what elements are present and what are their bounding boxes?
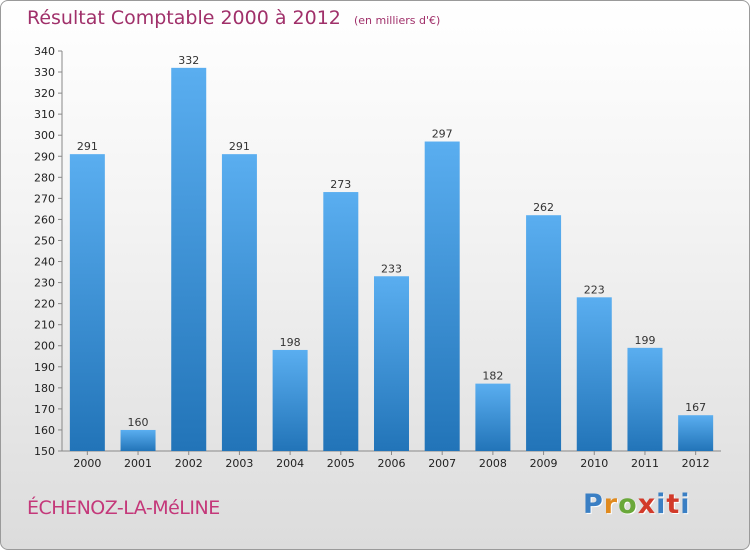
bar-value-label: 199 — [634, 334, 655, 347]
y-tick-label: 330 — [34, 66, 55, 79]
x-tick-label: 2006 — [378, 457, 406, 470]
bar — [323, 192, 359, 452]
bar-value-label: 160 — [128, 416, 149, 429]
bar — [120, 429, 156, 451]
logo-letter: x — [637, 489, 657, 520]
bar-value-label: 291 — [229, 140, 250, 153]
chart-title: Résultat Comptable 2000 à 2012 — [27, 7, 341, 29]
bar-value-label: 223 — [584, 283, 605, 296]
y-tick-label: 250 — [34, 234, 55, 247]
bar-value-label: 198 — [280, 336, 301, 349]
x-tick-label: 2001 — [124, 457, 152, 470]
x-tick-label: 2005 — [327, 457, 355, 470]
bar — [424, 141, 460, 452]
bar — [171, 67, 207, 451]
bar — [69, 154, 105, 451]
bar — [576, 297, 612, 451]
bar — [272, 349, 308, 451]
commune-name: ÉCHENOZ-LA-MéLINE — [27, 497, 220, 519]
y-tick-label: 270 — [34, 192, 55, 205]
bar-value-label: 332 — [178, 54, 199, 67]
x-tick-label: 2011 — [631, 457, 659, 470]
logo-letter: t — [666, 489, 681, 520]
x-tick-label: 2000 — [73, 457, 101, 470]
x-tick-label: 2009 — [530, 457, 558, 470]
x-tick-label: 2007 — [428, 457, 456, 470]
x-tick-label: 2003 — [225, 457, 253, 470]
y-tick-label: 190 — [34, 361, 55, 374]
y-tick-label: 230 — [34, 277, 55, 290]
bar-value-label: 233 — [381, 262, 402, 275]
y-tick-label: 290 — [34, 150, 55, 163]
bar-value-label: 182 — [482, 370, 503, 383]
logo-letter: i — [656, 489, 667, 520]
y-tick-label: 310 — [34, 108, 55, 121]
y-tick-label: 220 — [34, 298, 55, 311]
x-tick-label: 2010 — [580, 457, 608, 470]
y-tick-label: 180 — [34, 382, 55, 395]
chart-subtitle: (en milliers d'€) — [353, 14, 441, 27]
y-tick-label: 340 — [34, 45, 55, 58]
logo-letter: i — [680, 489, 691, 520]
y-tick-label: 200 — [34, 340, 55, 353]
bar — [678, 415, 714, 451]
bar-value-label: 297 — [432, 128, 453, 141]
bar-value-label: 291 — [77, 140, 98, 153]
bar-value-label: 262 — [533, 201, 554, 214]
x-tick-label: 2008 — [479, 457, 507, 470]
proxiti-logo[interactable]: Proxiti — [583, 489, 691, 520]
y-tick-label: 260 — [34, 213, 55, 226]
y-tick-label: 170 — [34, 403, 55, 416]
y-tick-label: 160 — [34, 424, 55, 437]
bar — [221, 154, 257, 451]
bar — [627, 347, 663, 451]
logo-letter: o — [618, 489, 638, 520]
x-tick-label: 2004 — [276, 457, 304, 470]
logo-letter: r — [603, 489, 619, 520]
bar-value-label: 273 — [330, 178, 351, 191]
bar-value-label: 167 — [685, 401, 706, 414]
title-row: Résultat Comptable 2000 à 2012 (en milli… — [27, 7, 440, 29]
y-tick-label: 240 — [34, 256, 55, 269]
bar — [374, 276, 409, 451]
bar — [526, 215, 562, 451]
y-tick-label: 300 — [34, 129, 55, 142]
logo-letter: P — [583, 489, 604, 520]
x-tick-label: 2002 — [175, 457, 203, 470]
bar — [475, 383, 511, 451]
y-tick-label: 320 — [34, 87, 55, 100]
y-tick-label: 280 — [34, 171, 55, 184]
x-tick-label: 2012 — [682, 457, 710, 470]
y-tick-label: 210 — [34, 319, 55, 332]
y-tick-label: 150 — [34, 445, 55, 458]
